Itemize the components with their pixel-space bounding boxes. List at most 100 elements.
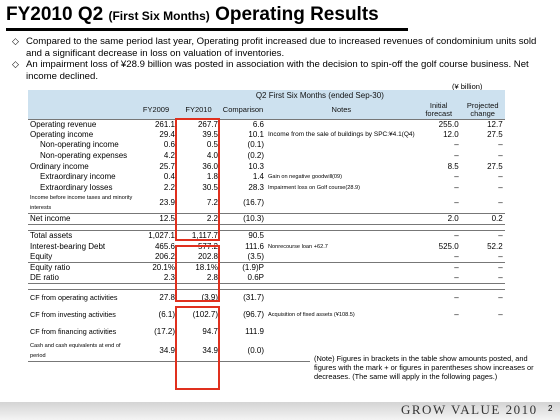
cell-projected: 27.5 (487, 161, 503, 171)
cell-comparison: 10.3 (248, 161, 264, 171)
fy2010-highlight-balance (175, 245, 220, 302)
cell-notes: Acquisition of fixed assets (¥108.5) (268, 312, 355, 319)
cell-notes: Gain on negative goodwill(09) (268, 174, 343, 181)
row-label: Non-operating expenses (40, 151, 128, 161)
cell-projected: 12.7 (487, 119, 503, 129)
cell-comparison: 28.3 (248, 182, 264, 192)
income-row: Extraordinary losses 2.2 30.5 28.3 Impairmen… (28, 183, 505, 194)
cell-fy2009: 27.8 (159, 293, 175, 303)
balance-row: Equity 206.2 202.8 (3.5) – – (28, 252, 505, 263)
cell-initial (417, 324, 461, 341)
cell-fy2009: 206.2 (154, 251, 175, 261)
header-row-columns: FY2009 FY2010 Comparison Notes Initial f… (28, 102, 505, 119)
cell-initial: – (454, 262, 459, 272)
cell-initial: 2.0 (447, 214, 459, 224)
title-underline (6, 28, 408, 31)
income-row: Non-operating income 0.6 0.5 (0.1) – – (28, 140, 505, 151)
cell-projected (461, 324, 505, 341)
cell-notes (266, 193, 417, 214)
cell-fy2009: (6.1) (158, 310, 175, 320)
row-label: Operating income (30, 129, 94, 139)
col-comparison: Comparison (220, 102, 266, 119)
cell-fy2009: 1,027.1 (148, 231, 175, 241)
row-label: Interest-bearing Debt (30, 241, 106, 251)
results-table: Q2 First Six Months (ended Sep-30) FY200… (28, 90, 505, 362)
row-label: Equity ratio (30, 262, 71, 272)
cell-notes: Nonrecourse loan +62.7 (268, 243, 328, 250)
cell-projected: – (498, 151, 503, 161)
cell-fy2009: 12.5 (159, 214, 175, 224)
cell-notes (266, 262, 417, 273)
cell-notes (266, 290, 417, 307)
cell-initial: – (454, 182, 459, 192)
cell-fy2010: 94.7 (202, 327, 218, 337)
income-row: Income before income taxes and minority … (28, 193, 505, 214)
cell-projected: – (498, 262, 503, 272)
col-projected-change: Projected change (460, 102, 505, 119)
summary-bullets: ◇ Compared to the same period last year,… (12, 36, 552, 82)
cell-initial: – (454, 293, 459, 303)
page-title: FY2010 Q2 (First Six Months) Operating R… (6, 4, 379, 27)
cell-comparison: 1.4 (252, 172, 264, 182)
cell-fy2010: (3.9) (201, 293, 218, 303)
cell-fy2009: 2.3 (163, 273, 175, 283)
diamond-bullet-icon: ◇ (12, 59, 19, 69)
income-row: Extraordinary income 0.4 1.8 1.4 Gain on neg… (28, 172, 505, 183)
diamond-bullet-icon: ◇ (12, 36, 19, 46)
row-label: Cash and cash equivalents at end of peri… (30, 342, 121, 359)
cell-comparison: (96.7) (243, 310, 264, 320)
cell-comparison: 10.1 (248, 129, 264, 139)
cell-comparison: (31.7) (243, 293, 264, 303)
header-period: Q2 First Six Months (ended Sep-30) (135, 90, 505, 102)
cell-initial: – (454, 140, 459, 150)
row-label: Net income (30, 214, 71, 224)
cell-fy2010: 36.0 (202, 161, 218, 171)
cell-comparison: 111.9 (245, 327, 264, 337)
unit-label: (¥ billion) (452, 82, 483, 91)
cell-notes (266, 231, 417, 242)
cell-projected: – (498, 273, 503, 283)
cell-notes (266, 119, 417, 130)
cell-notes (266, 252, 417, 263)
cell-projected: – (498, 231, 503, 241)
cell-notes: Impairment loss on Golf course(28.9) (268, 184, 361, 191)
cell-initial: 255.0 (438, 119, 459, 129)
cashflow-row: Cash and cash equivalents at end of peri… (28, 341, 505, 362)
cell-comparison: (10.3) (243, 214, 264, 224)
cell-projected: 52.2 (487, 241, 503, 251)
row-label: Extraordinary income (40, 172, 116, 182)
cell-projected: – (498, 293, 503, 303)
title-main: FY2010 Q2 (6, 4, 104, 25)
col-notes: Notes (266, 102, 417, 119)
cell-fy2009: 465.6 (154, 241, 175, 251)
cashflow-row: CF from investing activities (6.1) (102.7)… (28, 307, 505, 324)
cell-comparison: 111.6 (245, 241, 264, 251)
balance-row: Total assets 1,027.1 1,117.7 90.5 – – (28, 230, 505, 242)
cell-initial: – (454, 151, 459, 161)
footer-band (0, 402, 560, 420)
balance-row: Interest-bearing Debt 465.6 577.2 111.6 Nonr… (28, 241, 505, 252)
cell-notes (266, 324, 417, 341)
cell-projected: – (498, 310, 503, 320)
cell-fy2010: (102.7) (192, 310, 218, 320)
cell-initial: – (454, 251, 459, 261)
cell-initial: – (454, 231, 459, 241)
header-blank (28, 90, 135, 102)
income-row: Ordinary income 25.7 36.0 10.3 8.5 27.5 (28, 161, 505, 172)
header-blank (28, 102, 135, 119)
cell-fy2009: 2.2 (163, 182, 175, 192)
cell-comparison: (3.5) (247, 251, 264, 261)
bullet-item: ◇ Compared to the same period last year,… (12, 36, 552, 59)
cell-projected: – (498, 140, 503, 150)
cell-fy2009: 29.4 (159, 129, 175, 139)
title-tail: Operating Results (215, 4, 379, 25)
cell-projected: – (498, 182, 503, 192)
fy2010-highlight-cashflow (175, 306, 220, 390)
col-initial-forecast: Initial forecast (416, 102, 461, 119)
page-number: 2 (548, 404, 553, 413)
row-label: DE ratio (30, 273, 59, 283)
cell-comparison: 0.6P (247, 273, 264, 283)
cell-fy2009: 25.7 (159, 161, 175, 171)
col-fy2009: FY2009 (135, 102, 177, 119)
cell-fy2010: 18.1% (195, 262, 218, 272)
